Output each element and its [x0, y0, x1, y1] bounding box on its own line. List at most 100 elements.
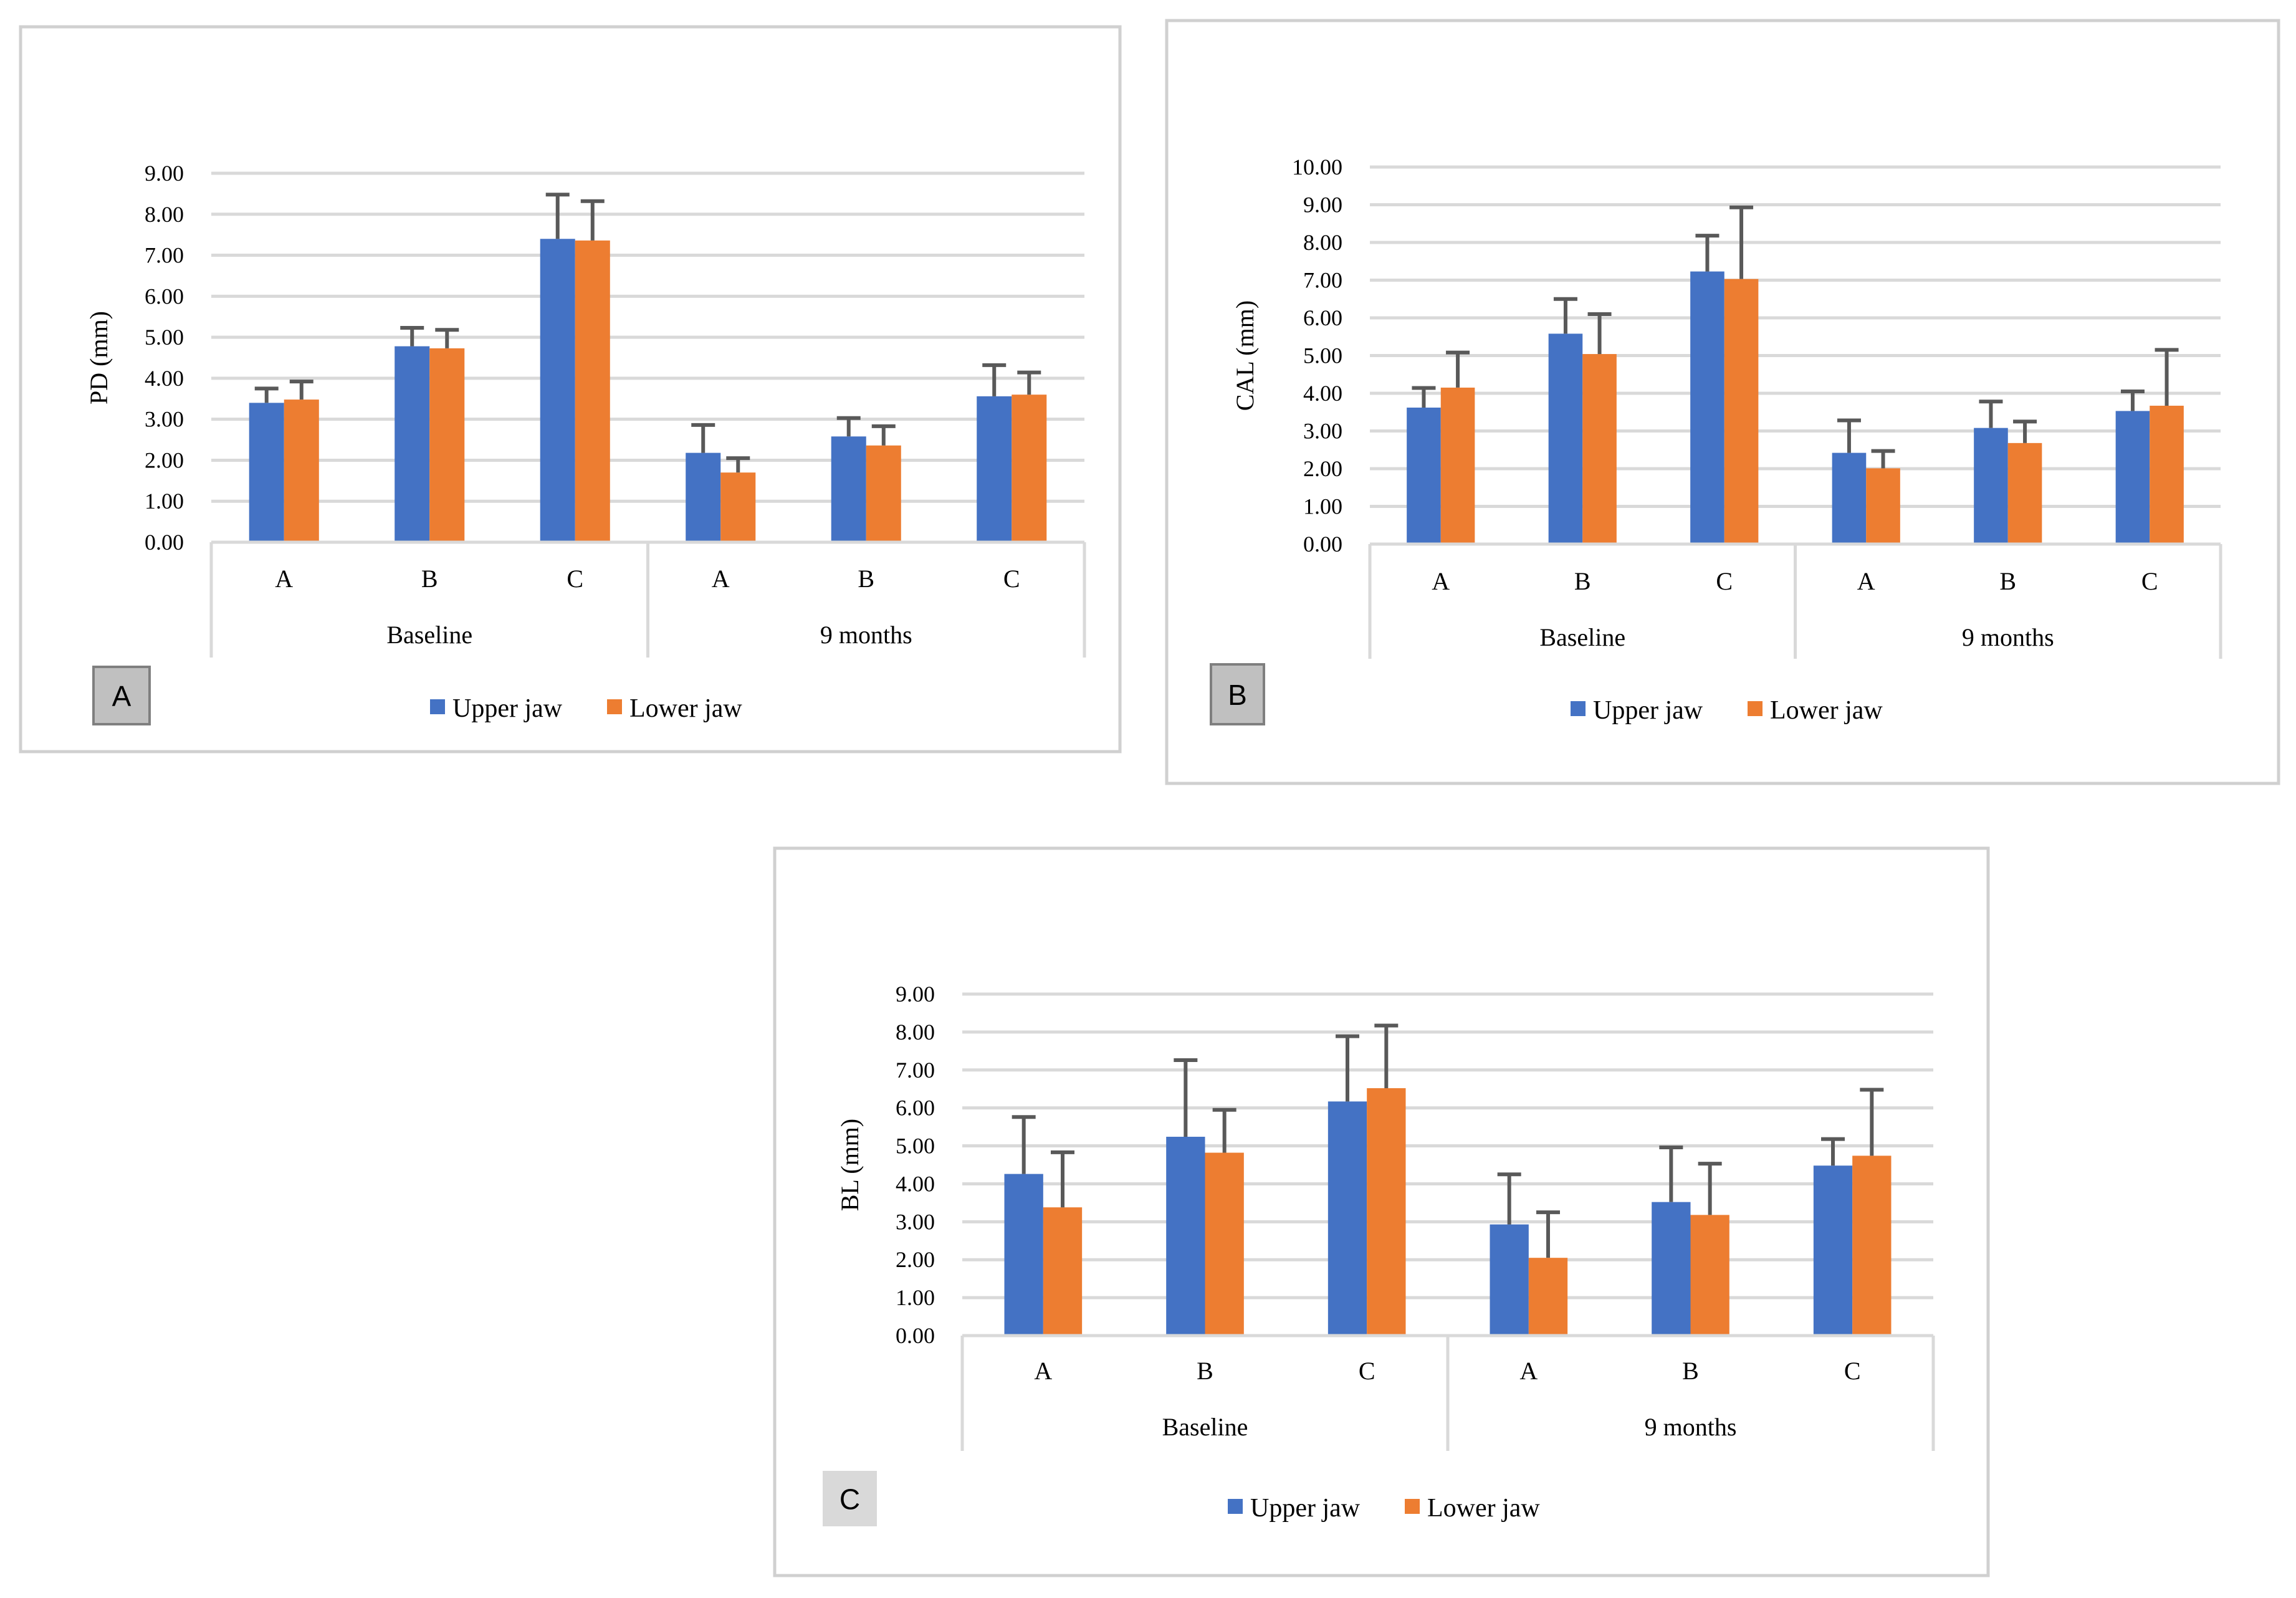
bar-upper-jaw: [1548, 333, 1583, 544]
bar-lower-jaw: [1012, 395, 1047, 542]
y-tick-label: 9.00: [1303, 193, 1342, 218]
legend-swatch-lower-jaw: [1405, 1499, 1420, 1514]
bar-upper-jaw: [1652, 1202, 1691, 1336]
bar-lower-jaw: [575, 240, 610, 542]
category-label: B: [421, 565, 438, 593]
y-tick-label: 8.00: [1303, 230, 1342, 255]
y-tick-label: 9.00: [145, 161, 184, 186]
legend-swatch-upper-jaw: [1228, 1499, 1243, 1514]
bar-lower-jaw: [2007, 443, 2042, 544]
bar-lower-jaw: [1043, 1207, 1083, 1336]
bar-upper-jaw: [395, 346, 430, 542]
bar-lower-jaw: [720, 472, 756, 542]
panel-badge-label: C: [839, 1483, 860, 1516]
y-tick-label: 1.00: [1303, 494, 1342, 519]
y-tick-label: 3.00: [1303, 419, 1342, 444]
bar-upper-jaw: [977, 396, 1012, 542]
group-label: Baseline: [386, 621, 472, 649]
bar-upper-jaw: [1974, 428, 2008, 544]
y-axis-title: CAL (mm): [1231, 300, 1259, 411]
bar-upper-jaw: [831, 436, 866, 542]
category-label: C: [1003, 565, 1020, 593]
panel-badge: [1210, 663, 1265, 725]
legend-swatch-lower-jaw: [607, 699, 622, 714]
category-label: A: [275, 565, 293, 593]
chart-panel-a: 0.00 1.00 2.00 3.00 4.00 5.00 6.00 7.00 8.00 9.00…: [19, 25, 1122, 754]
y-tick-label: 1.00: [145, 489, 184, 514]
legend-swatch-upper-jaw: [430, 699, 445, 714]
y-tick-label: 5.00: [896, 1134, 935, 1159]
panel-badge: [92, 666, 151, 725]
bar-lower-jaw: [866, 445, 901, 542]
y-tick-label: 6.00: [145, 284, 184, 309]
category-label: A: [1034, 1357, 1052, 1385]
y-tick-label: 6.00: [896, 1096, 935, 1121]
panel-badge: [823, 1471, 877, 1526]
y-tick-label: 0.00: [896, 1323, 935, 1348]
y-tick-label: 4.00: [1303, 381, 1342, 406]
y-tick-label: 4.00: [145, 366, 184, 391]
legend-label: Upper jaw: [1250, 1494, 1361, 1523]
legend-swatch-upper-jaw: [1571, 701, 1586, 716]
category-label: A: [1519, 1357, 1538, 1385]
chart-panel-c: 0.00 1.00 2.00 3.00 4.00 5.00 6.00 7.00 8.00 9.00…: [773, 846, 1990, 1577]
category-label: A: [712, 565, 730, 593]
y-tick-label: 0.00: [1303, 532, 1342, 557]
category-label: A: [1857, 567, 1875, 595]
category-label: B: [1999, 567, 2016, 595]
bar-upper-jaw: [1407, 407, 1441, 544]
legend-label: Upper jaw: [452, 694, 563, 723]
y-tick-label: 7.00: [896, 1058, 935, 1083]
y-tick-label: 5.00: [1303, 343, 1342, 368]
y-tick-label: 8.00: [145, 202, 184, 227]
y-axis-title: PD (mm): [85, 311, 113, 404]
y-tick-label: 1.00: [896, 1285, 935, 1310]
bar-lower-jaw: [1852, 1155, 1892, 1336]
y-tick-label: 8.00: [896, 1020, 935, 1045]
category-label: B: [1682, 1357, 1699, 1385]
bar-lower-jaw: [1582, 354, 1617, 544]
category-label: C: [1844, 1357, 1861, 1385]
y-tick-label: 6.00: [1303, 305, 1342, 330]
bar-upper-jaw: [1327, 1101, 1367, 1336]
y-tick-label: 7.00: [1303, 268, 1342, 293]
legend-label: Upper jaw: [1593, 696, 1703, 725]
bar-lower-jaw: [1866, 468, 1900, 544]
bar-upper-jaw: [540, 239, 575, 542]
y-tick-label: 0.00: [145, 530, 184, 555]
category-label: B: [1574, 567, 1591, 595]
bar-upper-jaw: [1690, 271, 1724, 544]
bar-lower-jaw: [1690, 1215, 1729, 1336]
group-label: Baseline: [1162, 1413, 1248, 1441]
y-tick-label: 9.00: [896, 982, 935, 1007]
category-label: C: [567, 565, 583, 593]
bar-upper-jaw: [1813, 1165, 1853, 1336]
group-label: 9 months: [1645, 1413, 1737, 1441]
bar-lower-jaw: [1367, 1088, 1406, 1336]
bar-lower-jaw: [429, 348, 465, 542]
bar-lower-jaw: [284, 400, 319, 542]
bar-upper-jaw: [1832, 452, 1867, 544]
y-axis-title: BL (mm): [836, 1119, 864, 1212]
y-tick-label: 4.00: [896, 1171, 935, 1196]
category-label: A: [1432, 567, 1450, 595]
legend-swatch-lower-jaw: [1748, 701, 1763, 716]
panel-badge-label: A: [112, 680, 132, 712]
y-tick-label: 5.00: [145, 325, 184, 350]
bar-upper-jaw: [1166, 1136, 1205, 1336]
category-label: B: [1197, 1357, 1213, 1385]
bar-lower-jaw: [1205, 1152, 1244, 1336]
category-label: B: [858, 565, 874, 593]
legend-label: Lower jaw: [1770, 696, 1883, 725]
bar-lower-jaw: [1724, 279, 1759, 544]
legend-label: Lower jaw: [629, 694, 742, 723]
y-tick-label: 2.00: [896, 1247, 935, 1272]
bar-upper-jaw: [1490, 1224, 1529, 1336]
y-tick-label: 10.00: [1292, 155, 1342, 179]
y-tick-label: 3.00: [145, 407, 184, 432]
bar-lower-jaw: [2150, 405, 2184, 544]
y-tick-label: 2.00: [1303, 456, 1342, 481]
y-tick-label: 3.00: [896, 1209, 935, 1234]
y-tick-label: 2.00: [145, 447, 184, 472]
